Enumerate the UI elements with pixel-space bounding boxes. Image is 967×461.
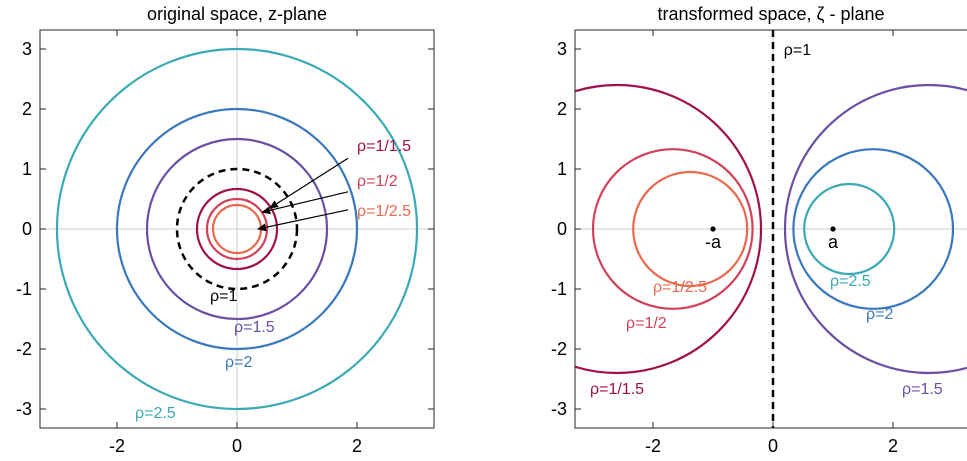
- y-tick-label: 2: [22, 99, 32, 119]
- series-circle: [175, 167, 299, 291]
- y-tick-label: -2: [16, 339, 32, 359]
- y-tick-label: 1: [22, 159, 32, 179]
- series-circle: [575, 83, 763, 375]
- series-label: ρ=1: [784, 42, 811, 59]
- series-label: ρ=1.5: [902, 381, 943, 398]
- point-marker: [830, 226, 836, 232]
- x-tick-label: -2: [109, 436, 125, 456]
- z-plane-title: original space, z-plane: [147, 4, 327, 24]
- series-circle: [145, 137, 329, 321]
- y-tick-label: -1: [551, 279, 567, 299]
- y-tick-label: -1: [16, 279, 32, 299]
- points-group: -a a: [705, 226, 839, 252]
- y-tick-label: 3: [22, 39, 32, 59]
- y-tick-label: 2: [557, 99, 567, 119]
- series-circle: [792, 148, 955, 310]
- x-tick-label: -2: [645, 436, 661, 456]
- series-circle: [205, 197, 269, 261]
- series-label: ρ=2.5: [135, 405, 176, 422]
- x-tick-label: 2: [888, 436, 898, 456]
- series-circle: [632, 170, 749, 288]
- series-circle: [195, 187, 279, 271]
- series-circle: [55, 47, 419, 411]
- ticks-group: -2 0 2 3 2 1 0 -1 -2 -3: [16, 30, 434, 456]
- x-tick-label: 0: [232, 436, 242, 456]
- y-tick-label: -3: [551, 399, 567, 419]
- y-tick-label: 1: [557, 159, 567, 179]
- series-label: ρ=1/2: [626, 315, 667, 332]
- series-circle: [591, 148, 754, 310]
- zeta-plane-panel: transformed space, ζ - plane -a a ρ=1 ρ=1/…: [551, 4, 967, 456]
- series-label: ρ=2: [225, 354, 252, 371]
- series-label: ρ=2: [866, 306, 893, 323]
- annotation-arrow: [261, 191, 349, 215]
- series-label: ρ=2.5: [830, 273, 871, 290]
- point-label: -a: [705, 232, 722, 252]
- annotations-group: ρ=1 ρ=1/2.5 ρ=1/2 ρ=1/1.5 ρ=2.5 ρ=2 ρ=1.5: [590, 42, 943, 398]
- series-circle: [783, 83, 967, 375]
- point-label: a: [828, 232, 839, 252]
- series-label: ρ=1.5: [234, 319, 275, 336]
- zeta-plane-title: transformed space, ζ - plane: [657, 4, 884, 24]
- y-tick-label: 3: [557, 39, 567, 59]
- x-tick-label: 2: [352, 436, 362, 456]
- annotation-arrow: [257, 209, 349, 232]
- series-group: [55, 47, 419, 411]
- ticks-group: -2 0 2 3 2 1 0 -1 -2 -3: [551, 30, 898, 456]
- arrows-group: [257, 157, 349, 232]
- z-plane-panel: original space, z-plane ρ=2.5 ρ=2 ρ=1.5 ρ=1…: [16, 4, 435, 456]
- annotation-arrow: [269, 157, 349, 209]
- y-tick-label: 0: [22, 219, 32, 239]
- x-tick-label: 0: [768, 436, 778, 456]
- y-tick-label: 0: [557, 219, 567, 239]
- y-tick-label: -3: [16, 399, 32, 419]
- series-label: ρ=1/2.5: [653, 279, 707, 296]
- zero-lines: [40, 30, 434, 428]
- y-tick-label: -2: [551, 339, 567, 359]
- series-label: ρ=1/1.5: [590, 381, 644, 398]
- series-label: ρ=1/2: [357, 173, 398, 190]
- series-circle: [803, 182, 896, 276]
- series-label: ρ=1/1.5: [357, 138, 411, 155]
- series-group: [575, 30, 967, 428]
- annotations-group: ρ=2.5 ρ=2 ρ=1.5 ρ=1 ρ=1/1.5 ρ=1/2 ρ=1/2.5: [135, 138, 411, 422]
- point-marker: [710, 226, 716, 232]
- series-label: ρ=1: [210, 288, 237, 305]
- series-circle: [115, 107, 359, 351]
- series-label: ρ=1/2.5: [357, 203, 411, 220]
